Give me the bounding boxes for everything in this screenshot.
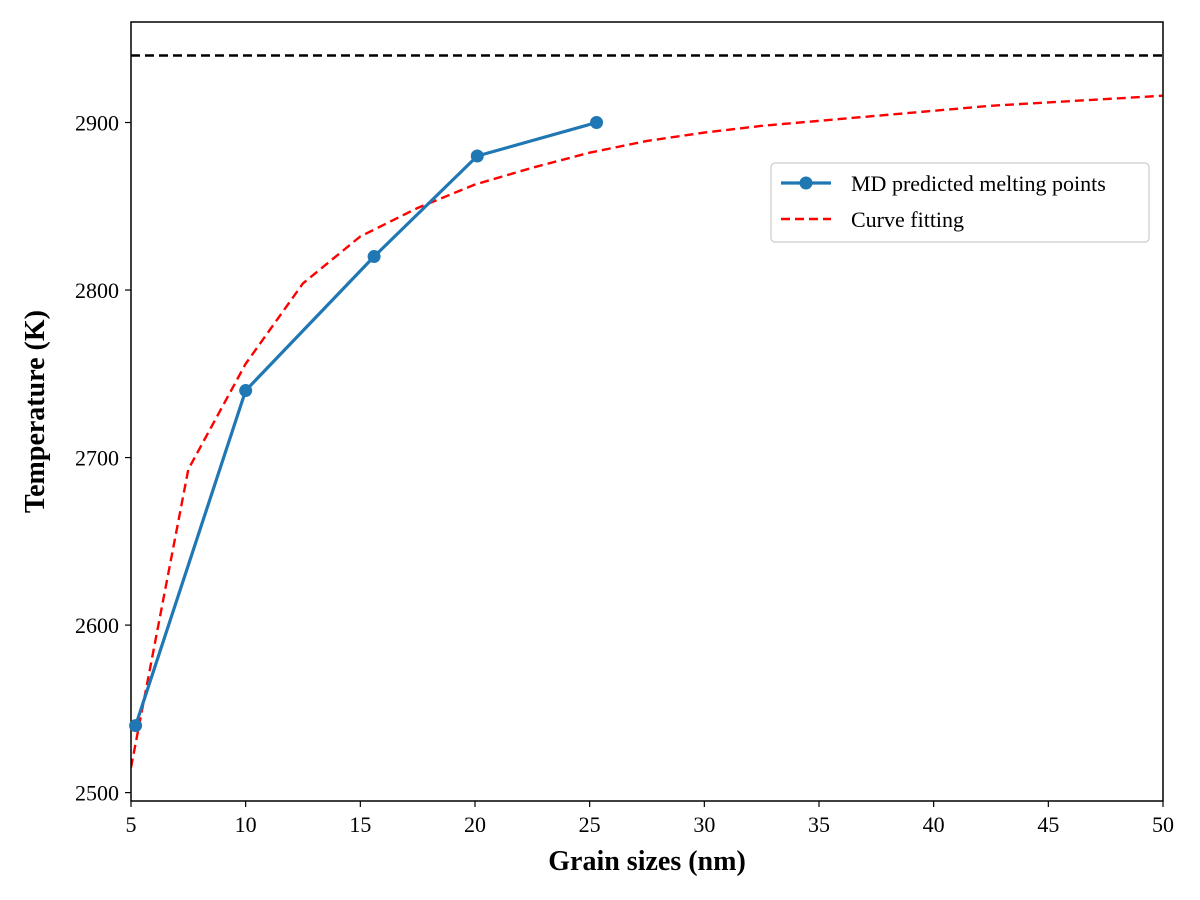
y-tick-label: 2600	[75, 613, 119, 638]
y-tick-label: 2500	[75, 781, 119, 806]
x-tick-label: 10	[235, 812, 257, 837]
x-tick-label: 45	[1037, 812, 1059, 837]
axis-ticks: 5 10 15 20 25 30 35 40 45 50 2500 2600 2700 2800 2900	[75, 111, 1174, 837]
x-tick-label: 40	[923, 812, 945, 837]
y-tick-label: 2900	[75, 111, 119, 136]
legend-label-md: MD predicted melting points	[851, 171, 1106, 196]
x-axis-title: Grain sizes (nm)	[548, 846, 746, 877]
md-data-point	[470, 149, 484, 163]
x-tick-label: 5	[126, 812, 137, 837]
x-tick-label: 50	[1152, 812, 1174, 837]
x-tick-label: 25	[579, 812, 601, 837]
md-data-point	[239, 384, 253, 398]
legend: MD predicted melting points Curve fittin…	[770, 162, 1150, 243]
y-axis-title: Temperature (K)	[20, 310, 51, 513]
plot-series	[131, 54, 1163, 768]
x-tick-label: 20	[464, 812, 486, 837]
legend-label-fit: Curve fitting	[851, 207, 964, 232]
md-predicted-line	[134, 120, 597, 727]
y-tick-label: 2800	[75, 278, 119, 303]
legend-marker-md	[799, 176, 813, 190]
plot-frame	[130, 21, 1164, 802]
x-tick-label: 30	[693, 812, 715, 837]
md-data-point	[590, 116, 604, 130]
md-data-point	[367, 250, 381, 264]
y-tick-label: 2700	[75, 446, 119, 471]
x-tick-label: 35	[808, 812, 830, 837]
curve-fitting-line	[131, 94, 1163, 768]
md-data-point	[129, 719, 143, 733]
x-tick-label: 15	[349, 812, 371, 837]
legend-box	[770, 162, 1150, 243]
